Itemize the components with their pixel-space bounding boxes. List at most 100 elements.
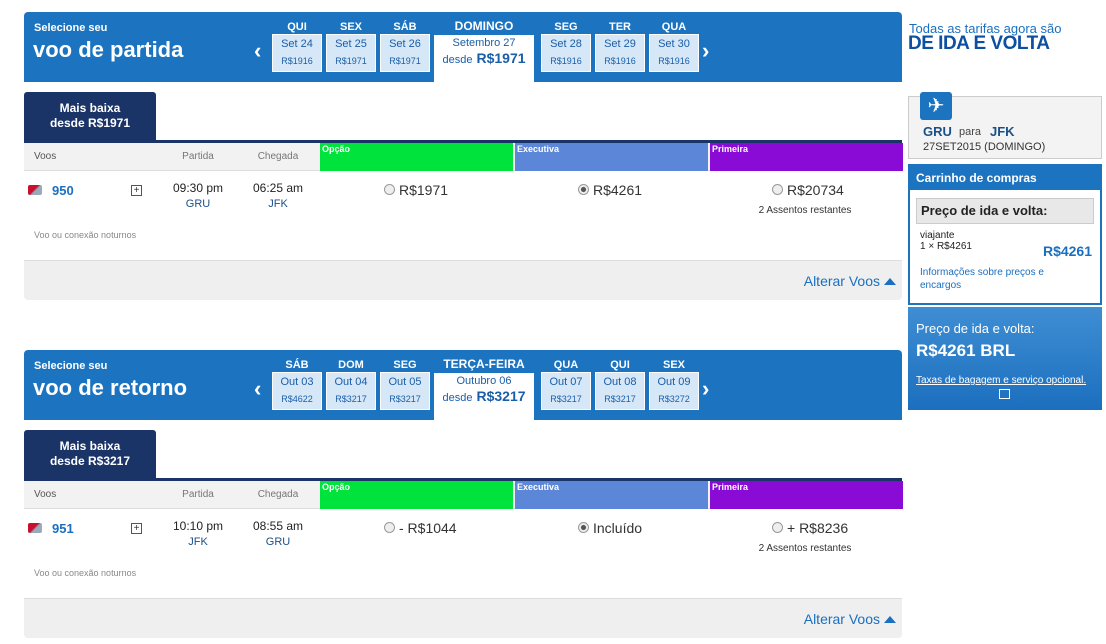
prev-arrow[interactable]: ‹ — [254, 376, 262, 401]
day-option[interactable]: Set 29 R$1916 — [595, 34, 645, 72]
day-price: R$3217 — [389, 394, 421, 404]
promo-line2: DE IDA E VOLTA — [908, 33, 1050, 54]
fare-radio[interactable] — [772, 522, 783, 533]
day-option[interactable]: Out 05 R$3217 — [380, 372, 430, 410]
col-flights: Voos — [34, 151, 57, 162]
day-price: R$1916 — [281, 56, 313, 66]
day-name: SÁB — [285, 359, 309, 371]
route-date: 27SET2015 (DOMINGO) — [923, 141, 1046, 153]
day-name: QUI — [610, 359, 630, 371]
tab-line2: desde R$3217 — [49, 454, 131, 468]
selected-day-name: TERÇA-FEIRA — [443, 357, 525, 371]
header-title: voo de retorno — [33, 375, 188, 400]
day-option[interactable]: Set 26 R$1971 — [380, 34, 430, 72]
row-footer: Alterar Voos — [24, 260, 902, 300]
cart-header — [910, 166, 1100, 190]
fare-price: + R$8236 — [787, 520, 849, 536]
cart-box: Carrinho de compras Preço de ida e volta:… — [908, 164, 1102, 305]
expand-button[interactable]: + — [131, 185, 142, 196]
fare-class-header: Primeira — [710, 143, 903, 171]
tab-line2: desde R$1971 — [49, 116, 131, 130]
day-price: R$3217 — [550, 394, 582, 404]
fare-class-name: Primeira — [712, 482, 749, 492]
day-option[interactable]: Out 04 R$3217 — [326, 372, 376, 410]
next-arrow[interactable]: › — [702, 376, 710, 401]
fare-class-name: Executiva — [517, 482, 560, 492]
total-box: Preço de ida e volta: R$4261 BRL Taxas de … — [908, 307, 1102, 410]
price-prefix: desde — [442, 392, 473, 404]
day-option[interactable]: Set 30 R$1916 — [649, 34, 699, 72]
cart-info-link[interactable]: Informações sobre preços e encargos — [920, 267, 1044, 291]
selected-day[interactable]: Setembro 27 desde R$1971 — [434, 35, 534, 82]
total-amount: R$4261 BRL — [916, 341, 1016, 360]
row-footer: Alterar Voos — [24, 598, 902, 638]
expand-button[interactable]: + — [131, 523, 142, 534]
fare-radio[interactable] — [578, 184, 589, 195]
fare-class-name: Primeira — [712, 144, 749, 154]
day-name: SEX — [339, 21, 362, 33]
fare-class-header: Executiva — [515, 143, 708, 171]
day-price: R$1916 — [550, 56, 582, 66]
airline-logo — [28, 523, 42, 533]
day-name: SÁB — [393, 21, 417, 33]
day-price: R$4622 — [281, 394, 313, 404]
cart-title: Carrinho de compras — [916, 171, 1037, 185]
day-date: Out 05 — [388, 376, 422, 388]
day-date: Out 03 — [280, 376, 314, 388]
day-name: QUA — [553, 359, 579, 371]
plane-icon: ✈ — [920, 92, 952, 120]
seats-remaining: 2 Assentos restantes — [758, 205, 852, 216]
day-option[interactable]: Out 08 R$3217 — [595, 372, 645, 410]
flight-number[interactable]: 950 — [52, 183, 74, 198]
selected-day-date: Setembro 27 — [452, 37, 516, 49]
cart-amount: R$4261 — [1042, 243, 1092, 259]
route-connector: para — [959, 126, 982, 138]
day-option[interactable]: Out 03 R$4622 — [272, 372, 322, 410]
day-option[interactable]: Set 24 R$1916 — [272, 34, 322, 72]
day-price: R$1971 — [335, 56, 367, 66]
col-departure: Partida — [182, 489, 214, 500]
fare-radio[interactable] — [578, 522, 589, 533]
prev-arrow[interactable]: ‹ — [254, 38, 262, 63]
departure-time: 10:10 pm — [172, 519, 224, 533]
day-option[interactable]: Set 28 R$1916 — [541, 34, 591, 72]
departure-airport: JFK — [188, 536, 208, 548]
day-price: R$3217 — [604, 394, 636, 404]
total-label: Preço de ida e volta: — [916, 321, 1035, 336]
day-option[interactable]: Out 09 R$3272 — [649, 372, 699, 410]
fare-class-name: Opção — [322, 482, 351, 492]
selected-day[interactable]: Outubro 06 desde R$3217 — [434, 373, 534, 420]
day-date: Set 24 — [281, 38, 313, 50]
selected-day-name: DOMINGO — [454, 19, 514, 33]
day-name: QUI — [287, 21, 307, 33]
fare-radio[interactable] — [384, 522, 395, 533]
fare-radio[interactable] — [772, 184, 783, 195]
day-date: Out 08 — [603, 376, 637, 388]
route-to: JFK — [990, 124, 1015, 139]
fare-price: R$4261 — [593, 182, 643, 198]
next-arrow[interactable]: › — [702, 38, 710, 63]
day-option[interactable]: Out 07 R$3217 — [541, 372, 591, 410]
day-name: SEG — [554, 21, 578, 33]
arrival-airport: JFK — [268, 198, 288, 210]
change-flights[interactable]: Alterar Voos — [803, 611, 880, 627]
change-flights[interactable]: Alterar Voos — [803, 273, 880, 289]
lowest-fare-tab: Mais baixa desde R$1971 — [24, 92, 156, 141]
col-departure: Partida — [182, 151, 214, 162]
day-date: Out 04 — [334, 376, 368, 388]
day-date: Set 29 — [604, 38, 636, 50]
arrival-airport: GRU — [265, 536, 291, 548]
header-label: Selecione seu — [34, 360, 108, 372]
day-price: R$1916 — [658, 56, 690, 66]
tab-line1: Mais baixa — [59, 439, 121, 453]
day-option[interactable]: Set 25 R$1971 — [326, 34, 376, 72]
day-name: DOM — [338, 359, 364, 371]
flight-section: Selecione seu voo de retorno ‹ › SÁB Out 03 R$… — [0, 350, 906, 640]
external-icon — [999, 389, 1010, 399]
fare-radio[interactable] — [384, 184, 395, 195]
flight-number[interactable]: 951 — [52, 521, 74, 536]
cart-quantity: 1 × R$4261 — [920, 241, 972, 252]
total-note[interactable]: Taxas de bagagem e serviço opcional. — [916, 375, 1087, 386]
